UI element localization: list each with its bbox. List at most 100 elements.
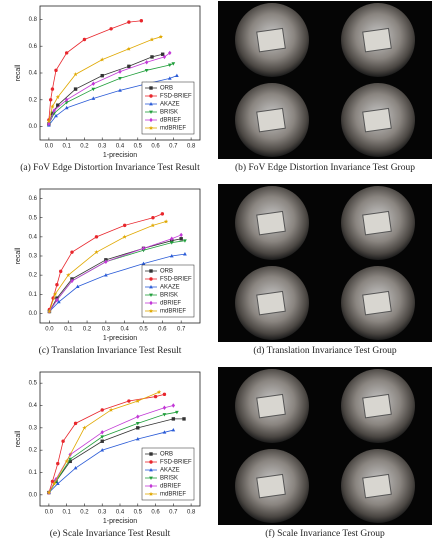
data-point bbox=[46, 490, 52, 495]
legend-label: AKAZE bbox=[160, 468, 180, 474]
data-point bbox=[50, 104, 55, 109]
data-point bbox=[94, 249, 99, 255]
data-point bbox=[56, 103, 60, 107]
data-point bbox=[47, 121, 51, 127]
data-point bbox=[171, 417, 176, 421]
x-tick-label: 0.6 bbox=[151, 510, 160, 516]
data-point bbox=[141, 261, 146, 266]
data-point bbox=[104, 259, 108, 264]
scene-object bbox=[362, 210, 392, 236]
legend-marker bbox=[149, 117, 153, 123]
legend-label: mdBRIEF bbox=[160, 492, 186, 498]
data-point bbox=[100, 408, 104, 412]
data-point bbox=[82, 37, 87, 42]
legend-marker bbox=[149, 94, 153, 98]
legend-label: mdBRIEF bbox=[160, 126, 186, 132]
caption: (a) FoV Edge Distortion Invariance Test … bbox=[20, 162, 200, 173]
data-point bbox=[127, 399, 131, 403]
data-point bbox=[136, 414, 140, 419]
data-point bbox=[94, 235, 99, 239]
data-point bbox=[55, 297, 59, 303]
data-point bbox=[73, 465, 78, 470]
legend-marker bbox=[149, 467, 153, 472]
data-point bbox=[100, 57, 105, 62]
scene-object bbox=[256, 27, 286, 53]
data-point bbox=[100, 73, 104, 78]
y-tick-label: 0.4 bbox=[29, 71, 38, 77]
x-tick-label: 0.3 bbox=[98, 510, 107, 516]
legend-label: ORB bbox=[160, 269, 173, 275]
data-point bbox=[64, 459, 69, 464]
data-point bbox=[169, 253, 174, 258]
data-point bbox=[68, 457, 73, 462]
y-tick-label: 0.0 bbox=[29, 124, 38, 130]
legend-marker bbox=[149, 284, 153, 289]
y-tick-label: 0.8 bbox=[29, 17, 38, 23]
data-point bbox=[127, 20, 131, 24]
data-point bbox=[153, 394, 158, 399]
data-point bbox=[162, 413, 167, 417]
data-point bbox=[55, 481, 60, 486]
series-line bbox=[48, 52, 171, 125]
data-point bbox=[150, 55, 154, 59]
data-point bbox=[73, 87, 78, 91]
data-point bbox=[149, 37, 155, 42]
x-tick-label: 0.8 bbox=[187, 510, 196, 516]
data-point bbox=[123, 223, 127, 228]
data-point bbox=[136, 426, 140, 430]
data-point bbox=[175, 410, 179, 415]
scene-object bbox=[362, 473, 392, 499]
data-point bbox=[160, 212, 165, 216]
data-point bbox=[73, 421, 78, 426]
data-point bbox=[167, 76, 172, 80]
y-tick-label: 0.3 bbox=[29, 425, 38, 431]
data-point bbox=[64, 97, 69, 103]
scene-object bbox=[256, 393, 286, 419]
legend-marker bbox=[149, 483, 153, 489]
data-point bbox=[109, 27, 113, 31]
data-point bbox=[104, 273, 108, 277]
data-point bbox=[64, 51, 69, 55]
data-point bbox=[50, 87, 55, 91]
scene-object bbox=[256, 290, 286, 316]
data-point bbox=[182, 417, 186, 421]
data-point bbox=[82, 425, 87, 430]
data-point bbox=[54, 113, 58, 118]
data-point bbox=[59, 269, 63, 274]
legend-label: dBRIEF bbox=[160, 301, 181, 307]
data-point bbox=[160, 52, 165, 56]
legend-label: mdBRIEF bbox=[160, 309, 186, 315]
data-point bbox=[91, 87, 96, 92]
x-axis-label: 1-precision bbox=[103, 335, 137, 342]
legend-label: BRISK bbox=[160, 476, 178, 482]
data-point bbox=[135, 436, 140, 441]
data-point bbox=[56, 299, 61, 304]
data-point bbox=[183, 239, 187, 243]
legend-marker bbox=[149, 277, 153, 281]
x-axis-label: 1-precision bbox=[103, 518, 137, 525]
data-point bbox=[170, 236, 174, 241]
data-point bbox=[162, 392, 167, 397]
legend-box bbox=[141, 81, 195, 135]
data-point bbox=[64, 105, 69, 110]
x-tick-label: 0.0 bbox=[45, 327, 54, 333]
data-point bbox=[118, 88, 122, 92]
legend-label: BRISK bbox=[160, 293, 178, 299]
data-point bbox=[179, 237, 183, 241]
x-tick-label: 0.1 bbox=[62, 144, 71, 150]
data-point bbox=[100, 435, 105, 439]
legend-label: ORB bbox=[160, 452, 173, 458]
data-point bbox=[126, 46, 132, 51]
x-tick-label: 0.2 bbox=[80, 144, 89, 150]
legend-marker bbox=[149, 110, 153, 115]
x-tick-label: 0.1 bbox=[62, 510, 71, 516]
legend-label: ORB bbox=[160, 86, 173, 92]
data-point bbox=[47, 309, 52, 314]
x-tick-label: 0.2 bbox=[83, 327, 92, 333]
y-tick-label: 0.1 bbox=[29, 292, 38, 298]
data-point bbox=[108, 407, 114, 412]
data-point bbox=[56, 461, 60, 466]
legend-label: AKAZE bbox=[160, 285, 180, 291]
data-point bbox=[162, 54, 167, 60]
legend-marker bbox=[149, 300, 153, 306]
